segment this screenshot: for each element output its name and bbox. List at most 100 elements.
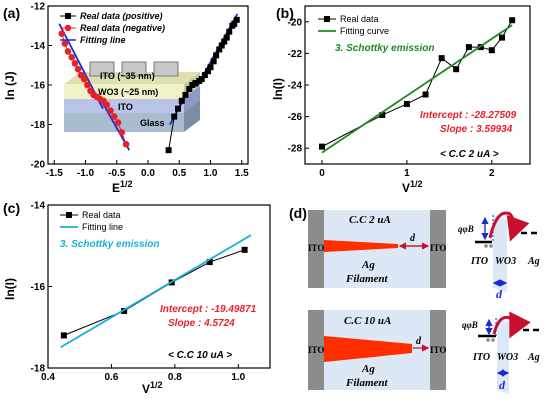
x-tick-label: 1.0 xyxy=(231,372,245,383)
phi-top-label: qφB xyxy=(458,224,474,234)
y-tick-label: -28 xyxy=(288,144,303,155)
data-point xyxy=(186,85,193,92)
legend-c-square xyxy=(66,212,72,218)
data-point xyxy=(80,75,88,83)
fitting-line xyxy=(321,24,513,154)
data-point xyxy=(58,30,66,37)
legend-a-1: Real data (positive) xyxy=(80,11,163,21)
ito-right-electrode-bottom xyxy=(430,310,446,390)
ito-right-top-label: ITO xyxy=(430,243,446,253)
inset-electrode-2 xyxy=(121,61,147,77)
filament-bottom xyxy=(324,336,412,362)
inset-ito-layer xyxy=(64,98,184,113)
legend-a-2: Real data (negative) xyxy=(80,23,165,33)
ag-top-label: Ag xyxy=(361,259,375,271)
panel-a-xlabel-text: E1/2 xyxy=(112,179,133,195)
filament-top-label: Filament xyxy=(345,273,389,285)
data-point xyxy=(207,64,214,71)
data-point xyxy=(165,147,172,154)
data-point xyxy=(233,16,240,23)
filament-bottom-label: Filament xyxy=(345,377,389,389)
ito-left-electrode-top xyxy=(308,210,324,288)
gap-d-top-label: d xyxy=(410,233,416,244)
filament-diagram-top: C.C 2 uA ITO ITO d Ag Filament xyxy=(308,210,446,288)
panel-c-label: (c) xyxy=(3,200,20,216)
legend-b-2: Fitting curve xyxy=(340,26,389,36)
data-point xyxy=(206,259,213,266)
inset-ito-top-label: ITO (~35 nm) xyxy=(100,71,155,81)
data-point xyxy=(453,66,460,73)
data-point xyxy=(223,34,230,41)
data-point xyxy=(110,113,118,120)
data-point xyxy=(218,42,225,49)
panel-d: (d) C.C 2 uA ITO ITO d Ag Filament C.C 1… xyxy=(289,205,540,394)
x-tick-label: 0.4 xyxy=(41,372,55,383)
legend-a-circle xyxy=(64,24,72,32)
inset-glass-layer xyxy=(64,112,184,132)
panel-d-label: (d) xyxy=(289,205,307,221)
data-point xyxy=(213,52,220,59)
y-tick-label: -14 xyxy=(31,201,46,212)
data-point xyxy=(107,107,114,114)
ito-right-electrode-top xyxy=(430,210,446,288)
inset-glass-side xyxy=(184,100,200,132)
y-tick-label: -20 xyxy=(31,160,46,171)
ito-left-top-label: ITO xyxy=(308,243,324,253)
x-tick-label: 0.8 xyxy=(168,372,182,383)
inset-wo3-label: WO3 (~25 nm) xyxy=(98,87,158,97)
x-tick-label: 1 xyxy=(404,168,410,179)
panel-c-annotation: 3. Schottky emission xyxy=(60,239,159,250)
inset-electrode-3 xyxy=(153,61,179,77)
ag-bottom-label: Ag xyxy=(361,363,375,375)
panel-a: (a) ITO (~35 nm) WO3 (~25 nm) ITO Glass … xyxy=(3,2,249,196)
panel-a-ylabel: ln (J) xyxy=(3,71,17,100)
filament-diagram-bottom: C.C 10 uA ITO ITO d Ag Filament xyxy=(308,310,446,390)
x-tick-label: -1.0 xyxy=(77,168,95,179)
filament-top xyxy=(324,240,398,252)
panel-c-intercept: Intercept : -19.49871 xyxy=(160,304,257,315)
panel-b-ticks: 0 1 2 -28 -26 -24 -22 -20 xyxy=(288,17,495,179)
x-tick-label: 0.0 xyxy=(141,168,155,179)
data-point xyxy=(422,91,429,98)
data-point xyxy=(61,40,69,47)
data-point xyxy=(488,47,495,54)
data-point xyxy=(175,105,181,112)
data-point xyxy=(178,97,185,104)
legend-a-square xyxy=(65,13,71,19)
data-point xyxy=(509,17,516,24)
electron-2-top xyxy=(489,244,493,248)
legend-c-1: Real data xyxy=(82,210,121,220)
data-point xyxy=(216,46,223,53)
panel-c-xlabel: V1/2 xyxy=(142,380,163,396)
data-point xyxy=(241,246,248,253)
band-d-top-label: d xyxy=(496,287,503,301)
data-point xyxy=(122,140,130,148)
data-point xyxy=(221,38,228,45)
band-ito-top-label: ITO xyxy=(470,256,488,267)
panel-c: (c) 0.4 0.6 0.8 1.0 -18 -16 -14 V1/2 ln(I) Rea… xyxy=(3,200,271,396)
panel-b-label: (b) xyxy=(276,5,294,21)
legend-c-2: Fitting line xyxy=(82,222,123,232)
cc-top-label: C.C 2 uA xyxy=(349,214,391,226)
y-tick-label: -18 xyxy=(31,364,46,375)
fitting-line xyxy=(60,234,252,348)
x-tick-label: 0 xyxy=(319,168,325,179)
panel-b: (b) 0 1 2 -28 -26 -24 -22 -20 V1/2 ln(I) Real d… xyxy=(271,5,531,195)
phi-bottom-label: qφB xyxy=(462,320,478,330)
data-point xyxy=(465,44,472,51)
band-wo3-bottom-label: WO3 xyxy=(497,352,518,363)
data-point xyxy=(210,58,217,65)
panel-c-legend: Real data Fitting line xyxy=(60,210,123,232)
data-point xyxy=(438,55,445,62)
band-wo3-top xyxy=(493,215,507,292)
data-point xyxy=(192,80,199,87)
data-point xyxy=(171,113,178,120)
panel-b-ylabel: ln(I) xyxy=(271,78,285,100)
ito-left-electrode-bottom xyxy=(308,310,324,390)
panel-c-ticks: 0.4 0.6 0.8 1.0 -18 -16 -14 xyxy=(31,201,246,384)
legend-a-3: Fitting line xyxy=(80,35,126,45)
data-point xyxy=(60,332,67,339)
x-tick-label: 1.5 xyxy=(235,168,249,179)
y-tick-label: -16 xyxy=(31,81,46,92)
